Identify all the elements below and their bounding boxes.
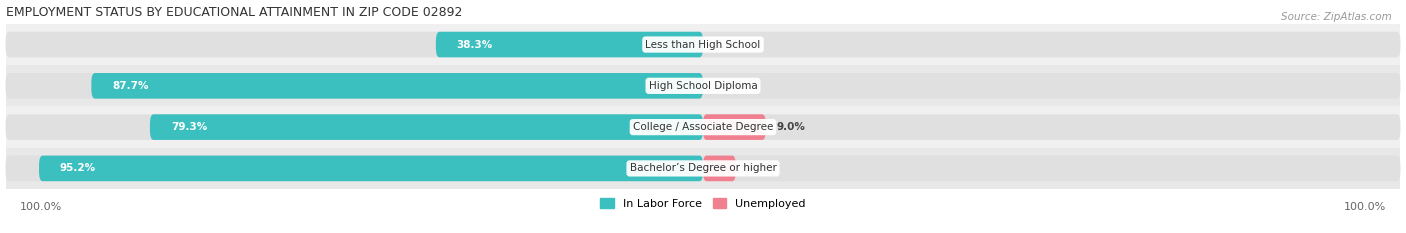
Text: 100.0%: 100.0%	[20, 202, 62, 212]
Text: 79.3%: 79.3%	[172, 122, 207, 132]
Text: 100.0%: 100.0%	[1344, 202, 1386, 212]
Text: 4.7%: 4.7%	[747, 163, 776, 173]
Bar	[6, 24, 1400, 65]
Text: Less than High School: Less than High School	[645, 40, 761, 50]
FancyBboxPatch shape	[39, 156, 703, 181]
Bar	[6, 148, 1400, 189]
FancyBboxPatch shape	[6, 73, 1400, 99]
FancyBboxPatch shape	[703, 114, 766, 140]
FancyBboxPatch shape	[703, 156, 735, 181]
Bar	[6, 65, 1400, 106]
FancyBboxPatch shape	[6, 156, 1400, 181]
FancyBboxPatch shape	[150, 114, 703, 140]
Text: EMPLOYMENT STATUS BY EDUCATIONAL ATTAINMENT IN ZIP CODE 02892: EMPLOYMENT STATUS BY EDUCATIONAL ATTAINM…	[6, 6, 463, 19]
Legend: In Labor Force, Unemployed: In Labor Force, Unemployed	[596, 194, 810, 213]
Text: 0.0%: 0.0%	[714, 40, 744, 50]
Text: College / Associate Degree: College / Associate Degree	[633, 122, 773, 132]
FancyBboxPatch shape	[436, 32, 703, 57]
FancyBboxPatch shape	[6, 32, 1400, 57]
FancyBboxPatch shape	[6, 114, 1400, 140]
Text: Bachelor’s Degree or higher: Bachelor’s Degree or higher	[630, 163, 776, 173]
Text: 9.0%: 9.0%	[778, 122, 806, 132]
Text: 0.0%: 0.0%	[714, 81, 744, 91]
Text: 87.7%: 87.7%	[112, 81, 149, 91]
Text: Source: ZipAtlas.com: Source: ZipAtlas.com	[1281, 12, 1392, 22]
Bar	[6, 106, 1400, 148]
Text: High School Diploma: High School Diploma	[648, 81, 758, 91]
Text: 95.2%: 95.2%	[60, 163, 96, 173]
Text: 38.3%: 38.3%	[457, 40, 494, 50]
FancyBboxPatch shape	[91, 73, 703, 99]
